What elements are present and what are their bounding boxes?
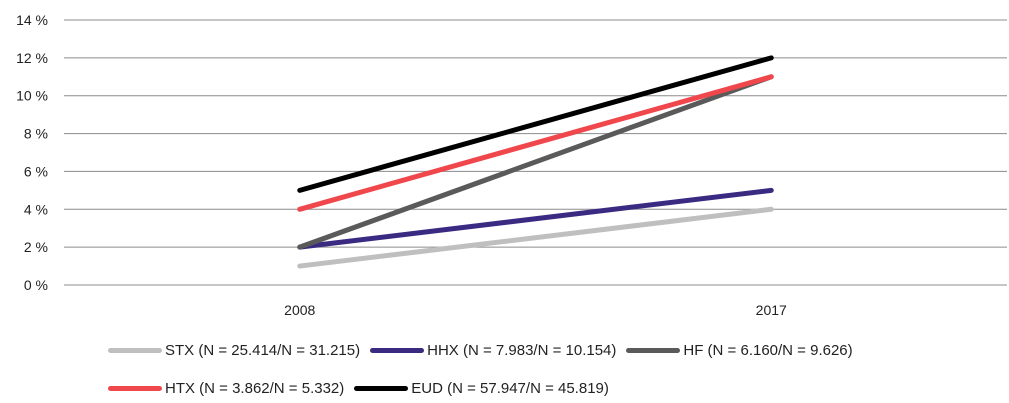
legend-label: HHX (N = 7.983/N = 10.154) xyxy=(427,342,617,359)
legend-label: EUD (N = 57.947/N = 45.819) xyxy=(411,380,609,397)
series-line xyxy=(297,55,774,193)
grid-lines xyxy=(64,19,1007,286)
x-tick-label: 2008 xyxy=(284,302,315,318)
y-tick-label: 12 % xyxy=(16,50,48,66)
y-tick-label: 0 % xyxy=(24,277,48,293)
legend-swatch xyxy=(354,386,409,391)
series-line xyxy=(297,74,774,212)
legend: STX (N = 25.414/N = 31.215) HHX (N = 7.98… xyxy=(0,340,1009,403)
line-chart: 0 % 2 % 4 % 6 % 8 % 10 % 12 % 14 % 2008 2017 xyxy=(16,12,1007,318)
legend-item: HF (N = 6.160/N = 9.626) xyxy=(626,342,853,359)
y-tick-label: 14 % xyxy=(16,12,48,28)
y-tick-label: 2 % xyxy=(24,239,48,255)
series-line xyxy=(297,187,774,250)
legend-swatch xyxy=(370,348,425,353)
y-axis-ticks: 0 % 2 % 4 % 6 % 8 % 10 % 12 % 14 % xyxy=(16,12,48,293)
legend-swatch xyxy=(108,348,162,353)
series-line xyxy=(297,206,774,269)
legend-row: STX (N = 25.414/N = 31.215) HHX (N = 7.98… xyxy=(108,342,863,359)
series-lines xyxy=(297,55,774,269)
legend-item: HTX (N = 3.862/N = 5.332) xyxy=(108,380,344,397)
legend-label: HTX (N = 3.862/N = 5.332) xyxy=(165,380,345,397)
legend-label: STX (N = 25.414/N = 31.215) xyxy=(165,342,361,359)
y-tick-label: 10 % xyxy=(16,88,48,104)
y-tick-label: 8 % xyxy=(24,126,48,142)
legend-label: HF (N = 6.160/N = 9.626) xyxy=(683,342,853,359)
y-tick-label: 4 % xyxy=(24,201,48,217)
x-axis-ticks: 2008 2017 xyxy=(284,302,787,318)
x-tick-label: 2017 xyxy=(756,302,787,318)
series-line xyxy=(297,74,774,250)
legend-item: HHX (N = 7.983/N = 10.154) xyxy=(370,342,616,359)
legend-swatch xyxy=(108,386,162,391)
legend-swatch xyxy=(626,348,681,353)
legend-row: HTX (N = 3.862/N = 5.332) EUD (N = 57.947… xyxy=(108,380,619,397)
legend-item: STX (N = 25.414/N = 31.215) xyxy=(108,342,360,359)
legend-item: EUD (N = 57.947/N = 45.819) xyxy=(354,380,609,397)
y-tick-label: 6 % xyxy=(24,163,48,179)
